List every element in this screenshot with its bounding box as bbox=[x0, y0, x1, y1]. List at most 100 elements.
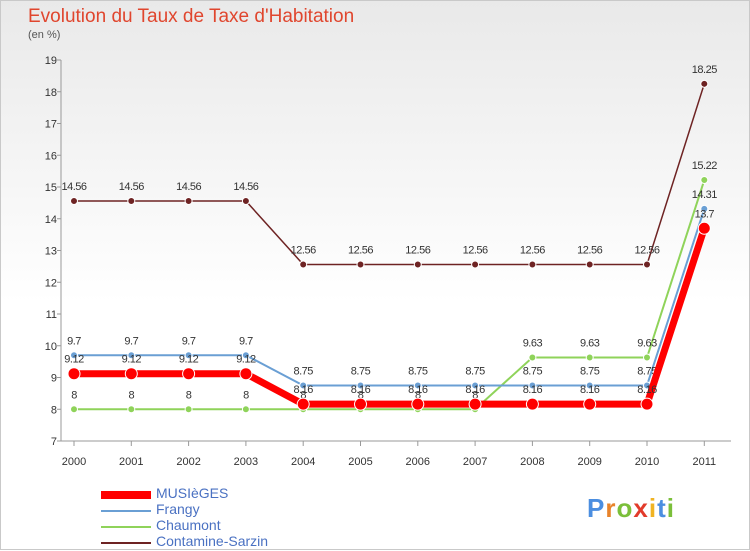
data-point bbox=[67, 367, 81, 381]
x-tick-label: 2003 bbox=[234, 456, 258, 468]
data-label: 14.31 bbox=[692, 189, 717, 201]
y-tick-label: 13 bbox=[45, 246, 57, 258]
x-tick-label: 2000 bbox=[62, 456, 86, 468]
data-label: 8.75 bbox=[580, 365, 600, 377]
data-point bbox=[700, 79, 709, 88]
data-label: 8.16 bbox=[637, 384, 657, 396]
data-point bbox=[70, 196, 78, 205]
data-label: 9.63 bbox=[637, 337, 657, 349]
data-point bbox=[241, 405, 250, 414]
data-point bbox=[468, 397, 482, 411]
data-point bbox=[411, 397, 425, 411]
data-point bbox=[182, 367, 196, 381]
x-tick-label: 2002 bbox=[176, 456, 200, 468]
legend-label: Chaumont bbox=[156, 517, 221, 533]
data-point bbox=[585, 381, 594, 390]
data-label: 12.56 bbox=[291, 244, 316, 256]
data-label: 8.75 bbox=[465, 365, 485, 377]
data-point bbox=[413, 381, 422, 390]
data-point bbox=[643, 353, 651, 362]
data-point bbox=[184, 405, 193, 414]
y-tick-label: 12 bbox=[45, 277, 57, 289]
data-label: 8.75 bbox=[408, 365, 428, 377]
data-label: 12.56 bbox=[520, 244, 545, 256]
x-tick-label: 2005 bbox=[348, 456, 372, 468]
data-point bbox=[70, 405, 78, 414]
y-tick-label: 7 bbox=[51, 436, 57, 448]
data-point bbox=[296, 397, 310, 411]
data-point bbox=[528, 381, 537, 390]
legend-swatch bbox=[101, 542, 151, 544]
series-line bbox=[73, 207, 706, 387]
data-point bbox=[528, 260, 537, 269]
data-label: 8 bbox=[243, 389, 249, 401]
data-point bbox=[124, 367, 138, 381]
x-tick-label: 2009 bbox=[577, 456, 601, 468]
data-point bbox=[585, 353, 594, 362]
data-point bbox=[413, 260, 422, 269]
data-label: 8 bbox=[472, 389, 478, 401]
data-point bbox=[127, 405, 136, 414]
y-tick-label: 18 bbox=[45, 87, 57, 99]
data-label: 9.63 bbox=[523, 337, 543, 349]
series-line bbox=[73, 179, 706, 411]
data-label: 8 bbox=[415, 389, 421, 401]
x-tick-label: 2007 bbox=[463, 456, 487, 468]
y-tick-label: 15 bbox=[45, 182, 57, 194]
data-label: 12.56 bbox=[348, 244, 373, 256]
data-point bbox=[643, 260, 651, 269]
data-label: 8 bbox=[71, 389, 77, 401]
series-contamine-sarzin: 14.56 14.56 14.56 14.56 12.56 12.56 12.56 12.56… bbox=[61, 64, 718, 269]
data-label: 8 bbox=[186, 389, 192, 401]
y-tick-label: 8 bbox=[51, 404, 57, 416]
data-point bbox=[640, 397, 654, 411]
data-point bbox=[697, 221, 711, 235]
y-tick-label: 19 bbox=[45, 55, 57, 67]
y-tick-label: 11 bbox=[46, 309, 57, 321]
data-point bbox=[184, 196, 193, 205]
data-point bbox=[356, 260, 365, 269]
x-tick-label: 2001 bbox=[119, 456, 143, 468]
data-point bbox=[239, 367, 253, 381]
x-tick-label: 2011 bbox=[692, 456, 716, 468]
data-point bbox=[299, 260, 308, 269]
legend-swatch bbox=[101, 491, 151, 499]
data-point bbox=[127, 196, 136, 205]
data-label: 12.56 bbox=[463, 244, 488, 256]
series-musi-ges: 9.12 9.12 9.12 9.12 8.16 8.16 8.16 8.16 8.16 8.16… bbox=[64, 208, 715, 411]
data-point bbox=[241, 351, 250, 360]
data-label: 14.56 bbox=[119, 181, 144, 193]
data-point bbox=[528, 353, 537, 362]
data-label: 8.16 bbox=[465, 384, 485, 396]
data-label: 8 bbox=[300, 389, 306, 401]
data-point bbox=[700, 204, 709, 213]
series-line bbox=[70, 224, 708, 408]
data-label: 9.63 bbox=[580, 337, 600, 349]
data-label: 18.25 bbox=[692, 64, 717, 76]
data-label: 14.56 bbox=[176, 181, 201, 193]
proxiti-logo: Proxiti bbox=[587, 493, 675, 523]
data-label: 8.75 bbox=[637, 365, 657, 377]
series-chaumont: 8 8 8 8 8 8 8 8 9.63 9.63 9.63 15.22 bbox=[70, 160, 718, 414]
data-label: 8.16 bbox=[408, 384, 428, 396]
data-label: 14.56 bbox=[233, 181, 258, 193]
chart-title: Evolution du Taux de Taxe d'Habitation bbox=[28, 6, 355, 27]
y-tick-label: 17 bbox=[45, 119, 57, 131]
y-tick-label: 14 bbox=[45, 214, 57, 226]
data-label: 8.16 bbox=[580, 384, 600, 396]
data-point bbox=[241, 196, 250, 205]
legend-swatch bbox=[101, 510, 151, 512]
series-frangy: 9.7 9.7 9.7 9.7 8.75 8.75 8.75 8.75 8.75 8.75 8.75… bbox=[67, 189, 718, 390]
data-label: 15.22 bbox=[692, 160, 717, 172]
data-label: 8.75 bbox=[351, 365, 371, 377]
data-point bbox=[471, 381, 480, 390]
data-point bbox=[585, 260, 594, 269]
data-label: 9.12 bbox=[179, 354, 199, 366]
data-label: 9.7 bbox=[182, 335, 196, 347]
data-point bbox=[299, 381, 308, 390]
data-point bbox=[356, 381, 365, 390]
data-point bbox=[583, 397, 597, 411]
y-tick-label: 16 bbox=[45, 150, 57, 162]
x-tick-label: 2004 bbox=[291, 456, 315, 468]
